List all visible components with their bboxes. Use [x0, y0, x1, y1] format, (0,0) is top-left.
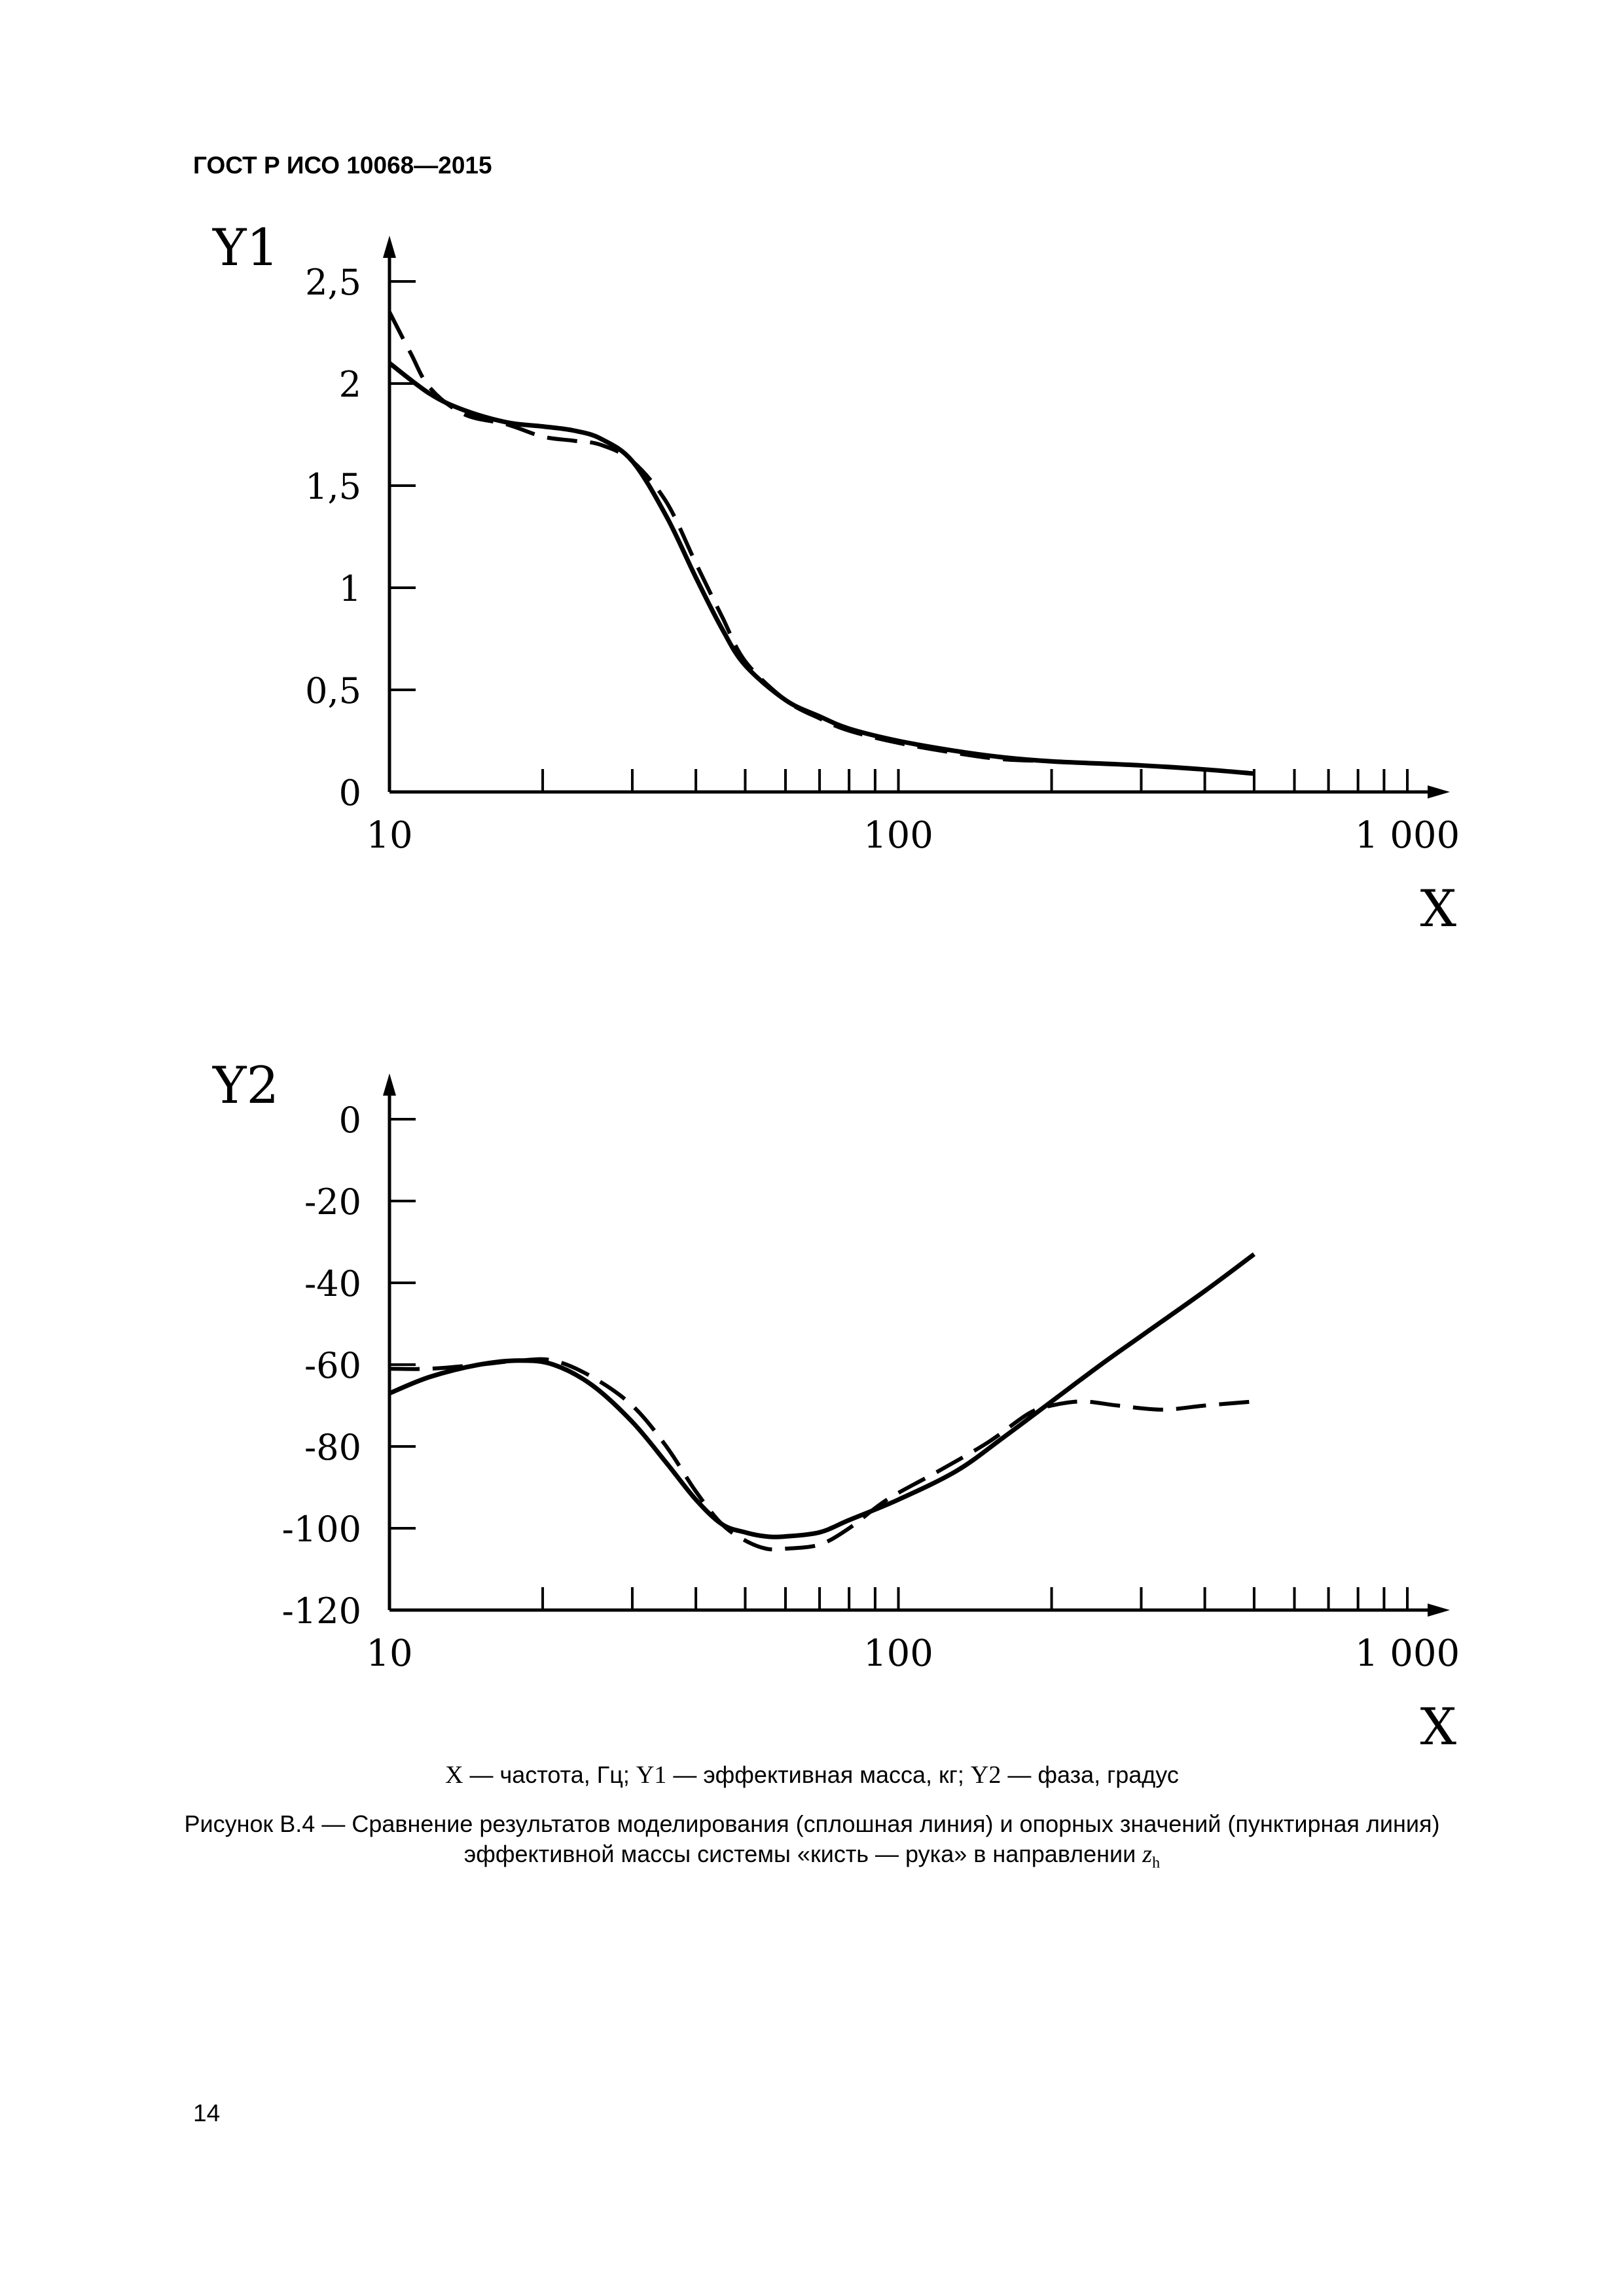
y-tick-label: -60	[304, 1345, 361, 1386]
legend-text-y1: — эффективная масса, кг;	[666, 1761, 971, 1788]
data-point	[1082, 1401, 1083, 1402]
series-model-solid	[388, 1252, 1256, 1539]
y-axis-arrow	[383, 1073, 396, 1096]
y-tick-label: 0,5	[305, 670, 361, 711]
x-tick-label: 10	[366, 814, 412, 857]
y-tick-label: -120	[282, 1590, 361, 1632]
x-axis-title: X	[1420, 880, 1456, 939]
x-tick-label: 100	[863, 814, 933, 857]
data-point	[429, 387, 430, 388]
direction-variable-letter: z	[1142, 1840, 1153, 1868]
x-tick-label: 1 000	[1355, 1632, 1460, 1675]
x-tick-label: 10	[366, 1632, 412, 1675]
figure-caption-line2: эффективной массы системы «кисть — рука»…	[0, 1839, 1624, 1878]
x-tick-label: 1 000	[1355, 814, 1460, 857]
y-tick-label: 0	[339, 1100, 361, 1141]
chart-effective-mass: 10 100 1 000 0 0,5 1 1,5 2 2,5 Y1 X	[212, 219, 1460, 939]
y-tick-label: 1,5	[305, 466, 361, 507]
y-tick-label: 0	[339, 772, 361, 814]
y-tick-label: 2	[339, 364, 361, 405]
series-model-solid	[388, 361, 1255, 776]
data-point	[553, 1360, 554, 1361]
x-tick-label: 100	[863, 1632, 933, 1675]
page-number: 14	[193, 2100, 221, 2126]
figure-caption-line2-text: эффективной массы системы «кисть — рука»…	[463, 1840, 1136, 1867]
series-reference-dashed	[389, 1357, 1255, 1552]
direction-variable: zh	[1142, 1840, 1160, 1872]
y-tick-label: 1	[339, 568, 361, 609]
document-header: ГОСТ Р ИСО 10068—2015	[193, 152, 492, 179]
series-reference-dashed	[388, 311, 1255, 776]
figure-caption-line1: Рисунок В.4 — Сравнение результатов моде…	[184, 1810, 1440, 1837]
figure-legend: X — частота, Гц; Y1 — эффективная масса,…	[0, 1761, 1624, 1789]
figure-caption: Рисунок В.4 — Сравнение результатов моде…	[0, 1809, 1624, 1878]
legend-symbol-y2: Y2	[970, 1761, 1001, 1789]
chart-phase: 10 100 1 000 0 -20 -40 -60 -80 -100 -120 Y2 X	[212, 1056, 1460, 1757]
x-axis-title: X	[1420, 1698, 1456, 1757]
legend-symbol-x: X	[445, 1761, 463, 1789]
y-tick-label: -80	[304, 1427, 361, 1468]
y-tick-label: 2,5	[305, 262, 361, 303]
y-tick-label: -100	[282, 1509, 361, 1550]
y-axis-title: Y2	[212, 1056, 279, 1115]
y-axis-arrow	[383, 236, 396, 258]
y-tick-label: -40	[304, 1263, 361, 1304]
x-axis-arrow	[1428, 1604, 1450, 1617]
legend-text-y2: — фаза, градус	[1001, 1761, 1179, 1788]
y-axis-title: Y1	[212, 219, 279, 278]
y-tick-label: -20	[304, 1181, 361, 1223]
legend-symbol-y1: Y1	[636, 1761, 667, 1789]
direction-variable-index: h	[1152, 1854, 1161, 1872]
legend-text-x: — частота, Гц;	[463, 1761, 636, 1788]
x-axis-arrow	[1428, 785, 1450, 798]
